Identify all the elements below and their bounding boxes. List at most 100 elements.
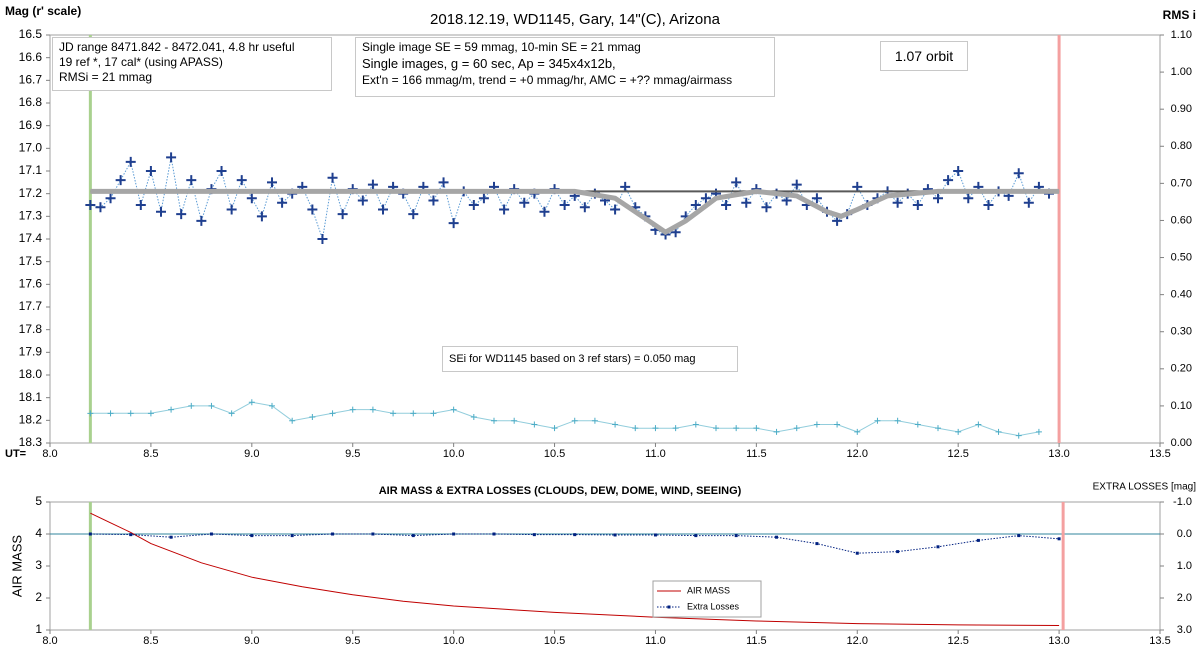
y-tick-label: 18.3 [19,435,43,449]
series-line [90,512,1060,626]
data-point [129,533,133,537]
y2-tick-label: -1.0 [1173,496,1192,508]
data-point [428,195,439,206]
data-point [935,425,941,432]
y2-tick-label: 0.60 [1171,214,1192,226]
data-point [331,532,335,536]
data-point [88,532,92,536]
data-point [491,417,497,424]
data-point [571,417,578,424]
legend-swatch [667,605,671,609]
x-tick-label: 12.5 [947,635,968,647]
data-point [834,421,841,428]
x-tick-label: 13.5 [1149,635,1170,647]
info-box: Single image SE = 59 mmag, 10-min SE = 2… [355,37,775,97]
data-point [208,402,215,409]
data-point [653,533,657,537]
legend-box [652,580,762,618]
series-line [90,401,1039,437]
data-point [216,166,227,176]
y-tick-label: 17.3 [19,209,43,223]
x-tick-label: 13.0 [1048,448,1069,460]
data-point [226,204,237,215]
orbit-box: 1.07 orbit [880,41,968,71]
y2-tick-label: 0.30 [1171,326,1192,338]
data-point [1013,168,1024,179]
data-point [1017,534,1021,538]
data-point [329,410,336,417]
data-point [612,421,619,428]
data-point [499,204,510,215]
data-point [450,406,457,413]
y2-axis-label: RMS i [1163,8,1196,22]
series-line [90,157,1050,240]
y2-tick-label: 0.40 [1171,289,1192,301]
y2-tick-label: 3.0 [1177,624,1192,636]
data-point [933,193,943,204]
x-tick-label: 11.0 [645,448,666,460]
y-tick-label: 17.4 [19,231,43,245]
data-point [741,197,752,208]
data-point [1015,432,1022,439]
y-tick-label: 17.6 [19,277,43,291]
x-tick-label: 9.0 [244,448,259,460]
orbit-text: 1.07 orbit [894,48,954,64]
data-point [145,166,156,176]
y-tick-label: 17.0 [19,141,43,155]
data-point [196,215,207,226]
y-tick-label: 3 [35,558,42,572]
info-line: JD range 8471.842 - 8472.041, 4.8 hr use… [59,40,295,54]
data-point [166,152,177,163]
data-point [613,533,617,537]
x-tick-label: 10.5 [544,448,565,460]
info-line: Single images, g = 60 sec, Ap = 345x4x12… [362,56,616,71]
data-point [478,193,489,204]
data-point [228,410,235,417]
data-point [953,166,964,176]
data-point [896,550,900,554]
data-point [531,421,538,428]
info-line: RMSi = 21 mmag [59,70,153,84]
y-tick-label: 16.5 [19,27,43,41]
data-point [186,175,197,186]
data-point [700,193,711,204]
data-point [610,204,621,215]
y2-tick-label: 1.00 [1171,66,1192,78]
x-tick-label: 12.5 [947,448,968,460]
data-point [943,175,954,186]
data-point [963,193,974,204]
data-point [734,534,738,538]
data-point [107,410,114,417]
data-point [591,417,598,424]
data-point [337,209,348,220]
data-point [694,534,698,538]
data-point [733,425,740,432]
y-tick-label: 17.7 [19,299,43,313]
chart-title: AIR MASS & EXTRA LOSSES (CLOUDS, DEW, DO… [379,485,742,497]
data-point [468,200,479,210]
y-tick-label: 16.9 [19,118,43,132]
x-tick-label: 9.5 [345,635,360,647]
data-point [267,177,277,188]
data-point [168,406,175,413]
y2-tick-label: 1.0 [1177,560,1192,572]
data-point [532,533,536,537]
data-point [470,414,477,421]
data-point [975,421,982,428]
data-point [357,195,368,206]
data-point [773,428,780,435]
data-point [892,197,903,208]
data-point [127,410,134,417]
data-point [983,200,994,210]
x-tick-label: 13.0 [1048,635,1069,647]
y2-tick-label: 0.20 [1171,363,1192,375]
info-line: Ext'n = 166 mmag/m, trend = +0 mmag/hr, … [362,73,733,87]
data-point [551,425,558,432]
data-point [289,417,296,424]
data-point [105,193,116,204]
data-point [125,156,136,167]
data-point [811,193,822,204]
y-tick-label: 17.9 [19,345,43,359]
y-tick-label: 4 [35,526,42,540]
data-point [327,172,338,183]
